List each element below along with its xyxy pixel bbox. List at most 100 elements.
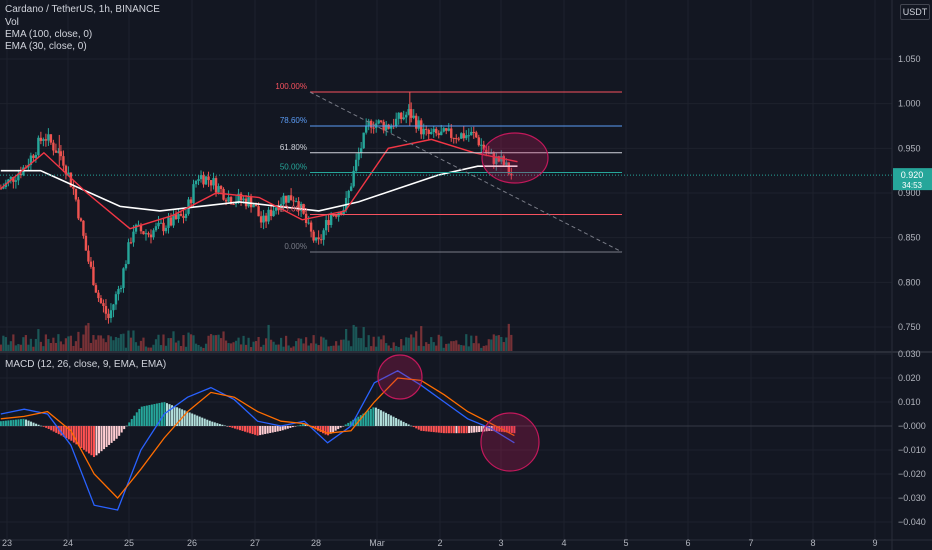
volume-bar-11 bbox=[27, 344, 30, 351]
candle-body-34 bbox=[84, 235, 88, 251]
macd-hist-bar-16 bbox=[40, 425, 43, 427]
volume-bar-52 bbox=[129, 337, 133, 351]
fib-label-4: 23.60% bbox=[280, 204, 307, 213]
macd-hist-bar-97 bbox=[244, 426, 247, 432]
macd-hist-bar-188 bbox=[473, 426, 476, 433]
macd-hist-bar-85 bbox=[213, 422, 216, 426]
candle-body-7 bbox=[17, 173, 20, 181]
candle-body-188 bbox=[470, 131, 473, 136]
macd-hist-bar-22 bbox=[55, 426, 58, 433]
volume-bar-37 bbox=[92, 335, 95, 351]
macd-hist-bar-130 bbox=[327, 426, 330, 436]
price-badge-value: 0.920 bbox=[901, 170, 924, 180]
candle-body-69 bbox=[172, 214, 175, 226]
time-axis-label-13: 8 bbox=[810, 538, 815, 548]
candle-body-87 bbox=[217, 186, 220, 193]
volume-bar-46 bbox=[114, 337, 118, 351]
candle-body-147 bbox=[367, 120, 370, 126]
macd-hist-bar-160 bbox=[402, 421, 405, 426]
candle-body-36 bbox=[89, 261, 93, 267]
macd-hist-bar-74 bbox=[186, 411, 189, 426]
candle-body-192 bbox=[480, 144, 483, 146]
volume-bar-137 bbox=[342, 339, 345, 351]
volume-bar-147 bbox=[367, 335, 370, 351]
volume-bar-84 bbox=[209, 334, 213, 351]
fib-label-1: 78.60% bbox=[280, 116, 307, 125]
candle-body-119 bbox=[297, 201, 300, 211]
volume-bar-168 bbox=[420, 326, 423, 351]
macd-hist-bar-103 bbox=[259, 426, 262, 436]
macd-hist-bar-71 bbox=[178, 408, 181, 426]
volume-bar-48 bbox=[119, 334, 123, 351]
candle-body-160 bbox=[400, 112, 403, 120]
volume-bar-173 bbox=[432, 342, 435, 351]
macd-hist-bar-183 bbox=[460, 426, 463, 434]
candle-body-101 bbox=[252, 204, 255, 208]
volume-bar-14 bbox=[34, 338, 37, 351]
candle-body-26 bbox=[64, 165, 68, 175]
candle-body-44 bbox=[109, 310, 113, 319]
volume-bar-64 bbox=[159, 345, 163, 351]
volume-bar-141 bbox=[352, 324, 355, 351]
price-axis-label-5: 0.800 bbox=[898, 277, 921, 287]
volume-bar-6 bbox=[14, 345, 17, 351]
volume-bar-79 bbox=[197, 344, 200, 351]
candle-body-165 bbox=[412, 115, 415, 118]
volume-bar-12 bbox=[29, 338, 32, 351]
candle-body-176 bbox=[440, 131, 443, 136]
macd-hist-bar-184 bbox=[463, 426, 466, 434]
volume-bar-99 bbox=[247, 337, 250, 351]
macd-hist-bar-53 bbox=[133, 415, 136, 426]
macd-hist-bar-191 bbox=[480, 426, 483, 432]
candle-body-134 bbox=[334, 215, 338, 217]
volume-bar-33 bbox=[82, 334, 85, 351]
currency-selector[interactable]: USDT bbox=[900, 4, 930, 20]
candle-body-42 bbox=[104, 306, 108, 314]
volume-bar-186 bbox=[465, 334, 468, 351]
volume-bar-67 bbox=[167, 338, 170, 351]
candle-body-107 bbox=[267, 209, 270, 222]
candle-body-46 bbox=[114, 294, 118, 305]
fib-label-5: 0.00% bbox=[284, 242, 307, 251]
ema30-legend: EMA (30, close, 0) bbox=[5, 41, 87, 52]
candle-body-168 bbox=[420, 120, 423, 135]
candle-body-15 bbox=[37, 137, 40, 155]
volume-bar-115 bbox=[287, 345, 290, 351]
volume-bar-3 bbox=[7, 344, 10, 351]
macd-hist-bar-52 bbox=[130, 419, 133, 426]
macd-axis-label-5: −0.020 bbox=[898, 469, 926, 479]
macd-hist-bar-104 bbox=[261, 426, 264, 435]
volume-bar-188 bbox=[470, 335, 473, 351]
macd-hist-bar-117 bbox=[294, 426, 297, 427]
time-axis-label-12: 7 bbox=[748, 538, 753, 548]
candle-body-106 bbox=[264, 215, 268, 222]
price-axis-label-1: 1.000 bbox=[898, 99, 921, 109]
volume-bar-128 bbox=[320, 336, 323, 351]
volume-bar-88 bbox=[219, 338, 223, 351]
candle-body-6 bbox=[14, 180, 18, 182]
candle-body-198 bbox=[495, 156, 498, 164]
macd-hist-bar-81 bbox=[203, 418, 206, 426]
volume-bar-35 bbox=[87, 322, 90, 351]
volume-bar-106 bbox=[264, 338, 268, 351]
macd-hist-bar-172 bbox=[432, 426, 435, 433]
macd-hist-bar-77 bbox=[193, 414, 196, 426]
macd-hist-bar-141 bbox=[354, 418, 357, 426]
volume-bar-81 bbox=[202, 347, 205, 351]
volume-bar-160 bbox=[400, 339, 403, 351]
candle-body-167 bbox=[417, 120, 420, 129]
volume-bar-21 bbox=[52, 337, 55, 351]
volume-bar-50 bbox=[124, 347, 128, 351]
volume-bar-92 bbox=[229, 343, 233, 351]
candle-body-93 bbox=[232, 203, 235, 205]
volume-bar-8 bbox=[19, 344, 22, 351]
macd-hist-bar-32 bbox=[80, 426, 83, 448]
candle-body-148 bbox=[369, 120, 373, 128]
candle-body-25 bbox=[62, 156, 65, 166]
macd-hist-bar-119 bbox=[299, 424, 302, 426]
macd-hist-bar-45 bbox=[113, 426, 116, 441]
ema100-legend: EMA (100, close, 0) bbox=[5, 29, 93, 40]
candle-body-170 bbox=[425, 128, 428, 130]
volume-bar-187 bbox=[467, 346, 470, 351]
